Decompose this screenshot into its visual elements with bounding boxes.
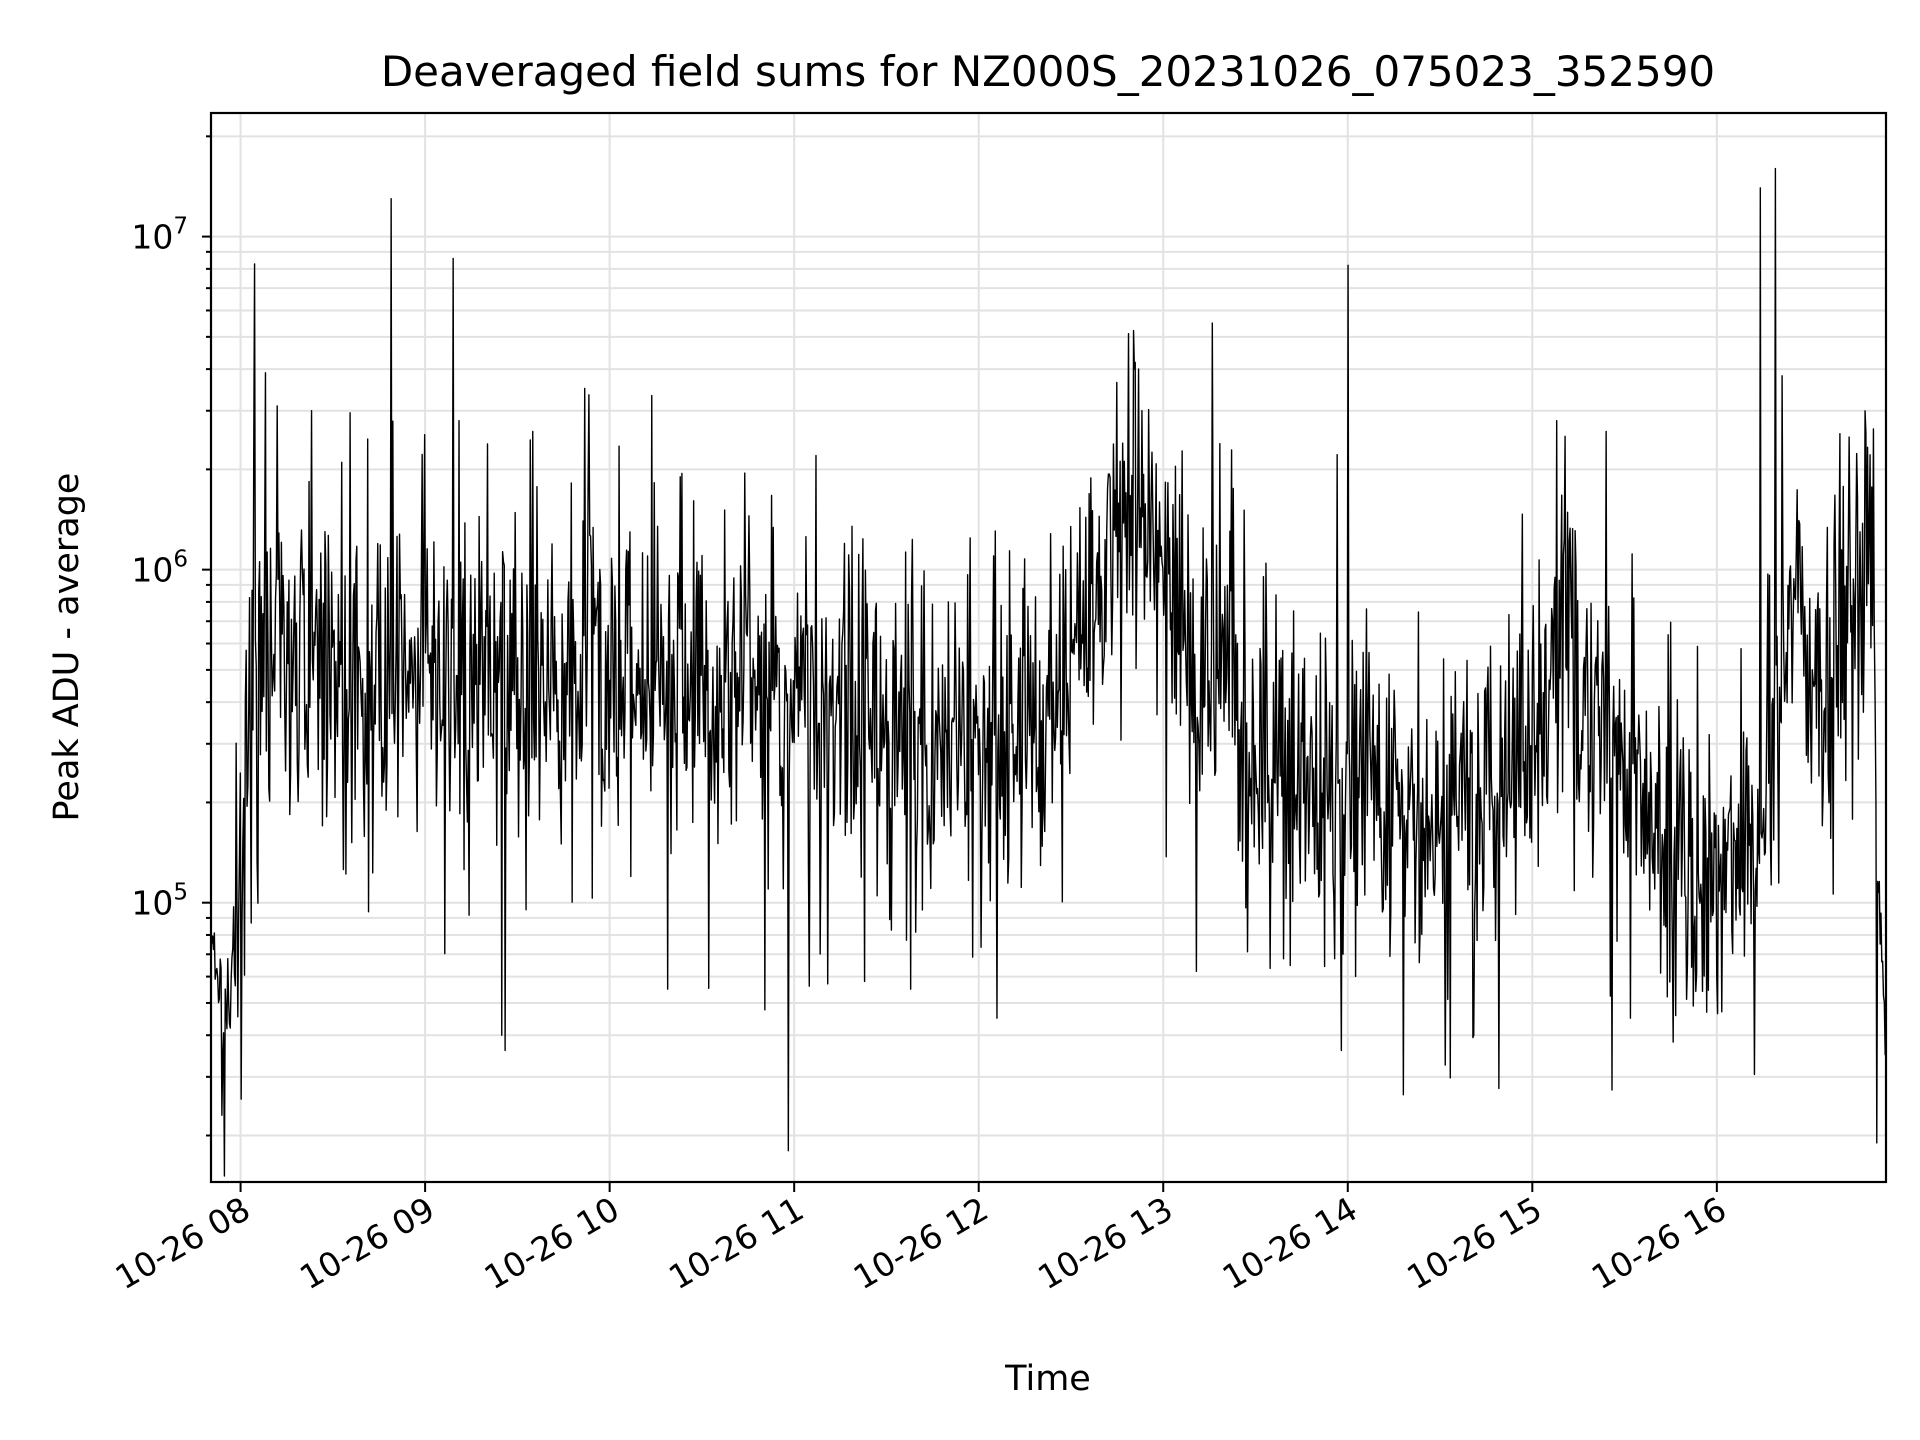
plot-area-frame bbox=[209, 111, 1888, 1184]
x-axis-label: Time bbox=[1004, 1359, 1091, 1399]
y-tick-label: 105 bbox=[131, 880, 188, 923]
y-tick-label: 106 bbox=[131, 547, 188, 590]
x-tick-label: 10-26 12 bbox=[847, 1189, 995, 1297]
x-tick-label: 10-26 14 bbox=[1216, 1189, 1364, 1297]
x-tick-label: 10-26 09 bbox=[293, 1189, 441, 1297]
chart-title: Deaveraged field sums for NZ000S_2023102… bbox=[381, 47, 1715, 96]
x-tick-label: 10-26 11 bbox=[662, 1189, 810, 1297]
data-series bbox=[210, 167, 1887, 1177]
x-axis-ticks: 10-26 08 10-26 09 10-26 10 10-26 11 10-26 12… bbox=[109, 1182, 1733, 1297]
y-axis-label: Peak ADU - average bbox=[47, 473, 87, 822]
series-line bbox=[210, 167, 1887, 1177]
x-tick-label: 10-26 16 bbox=[1585, 1189, 1733, 1297]
y-axis-ticks: 105 106 107 bbox=[131, 135, 211, 1137]
x-tick-label: 10-26 10 bbox=[478, 1189, 626, 1297]
x-tick-label: 10-26 08 bbox=[109, 1189, 257, 1297]
x-tick-label: 10-26 13 bbox=[1031, 1189, 1179, 1297]
x-tick-label: 10-26 15 bbox=[1400, 1189, 1548, 1297]
y-tick-label: 107 bbox=[131, 214, 188, 257]
